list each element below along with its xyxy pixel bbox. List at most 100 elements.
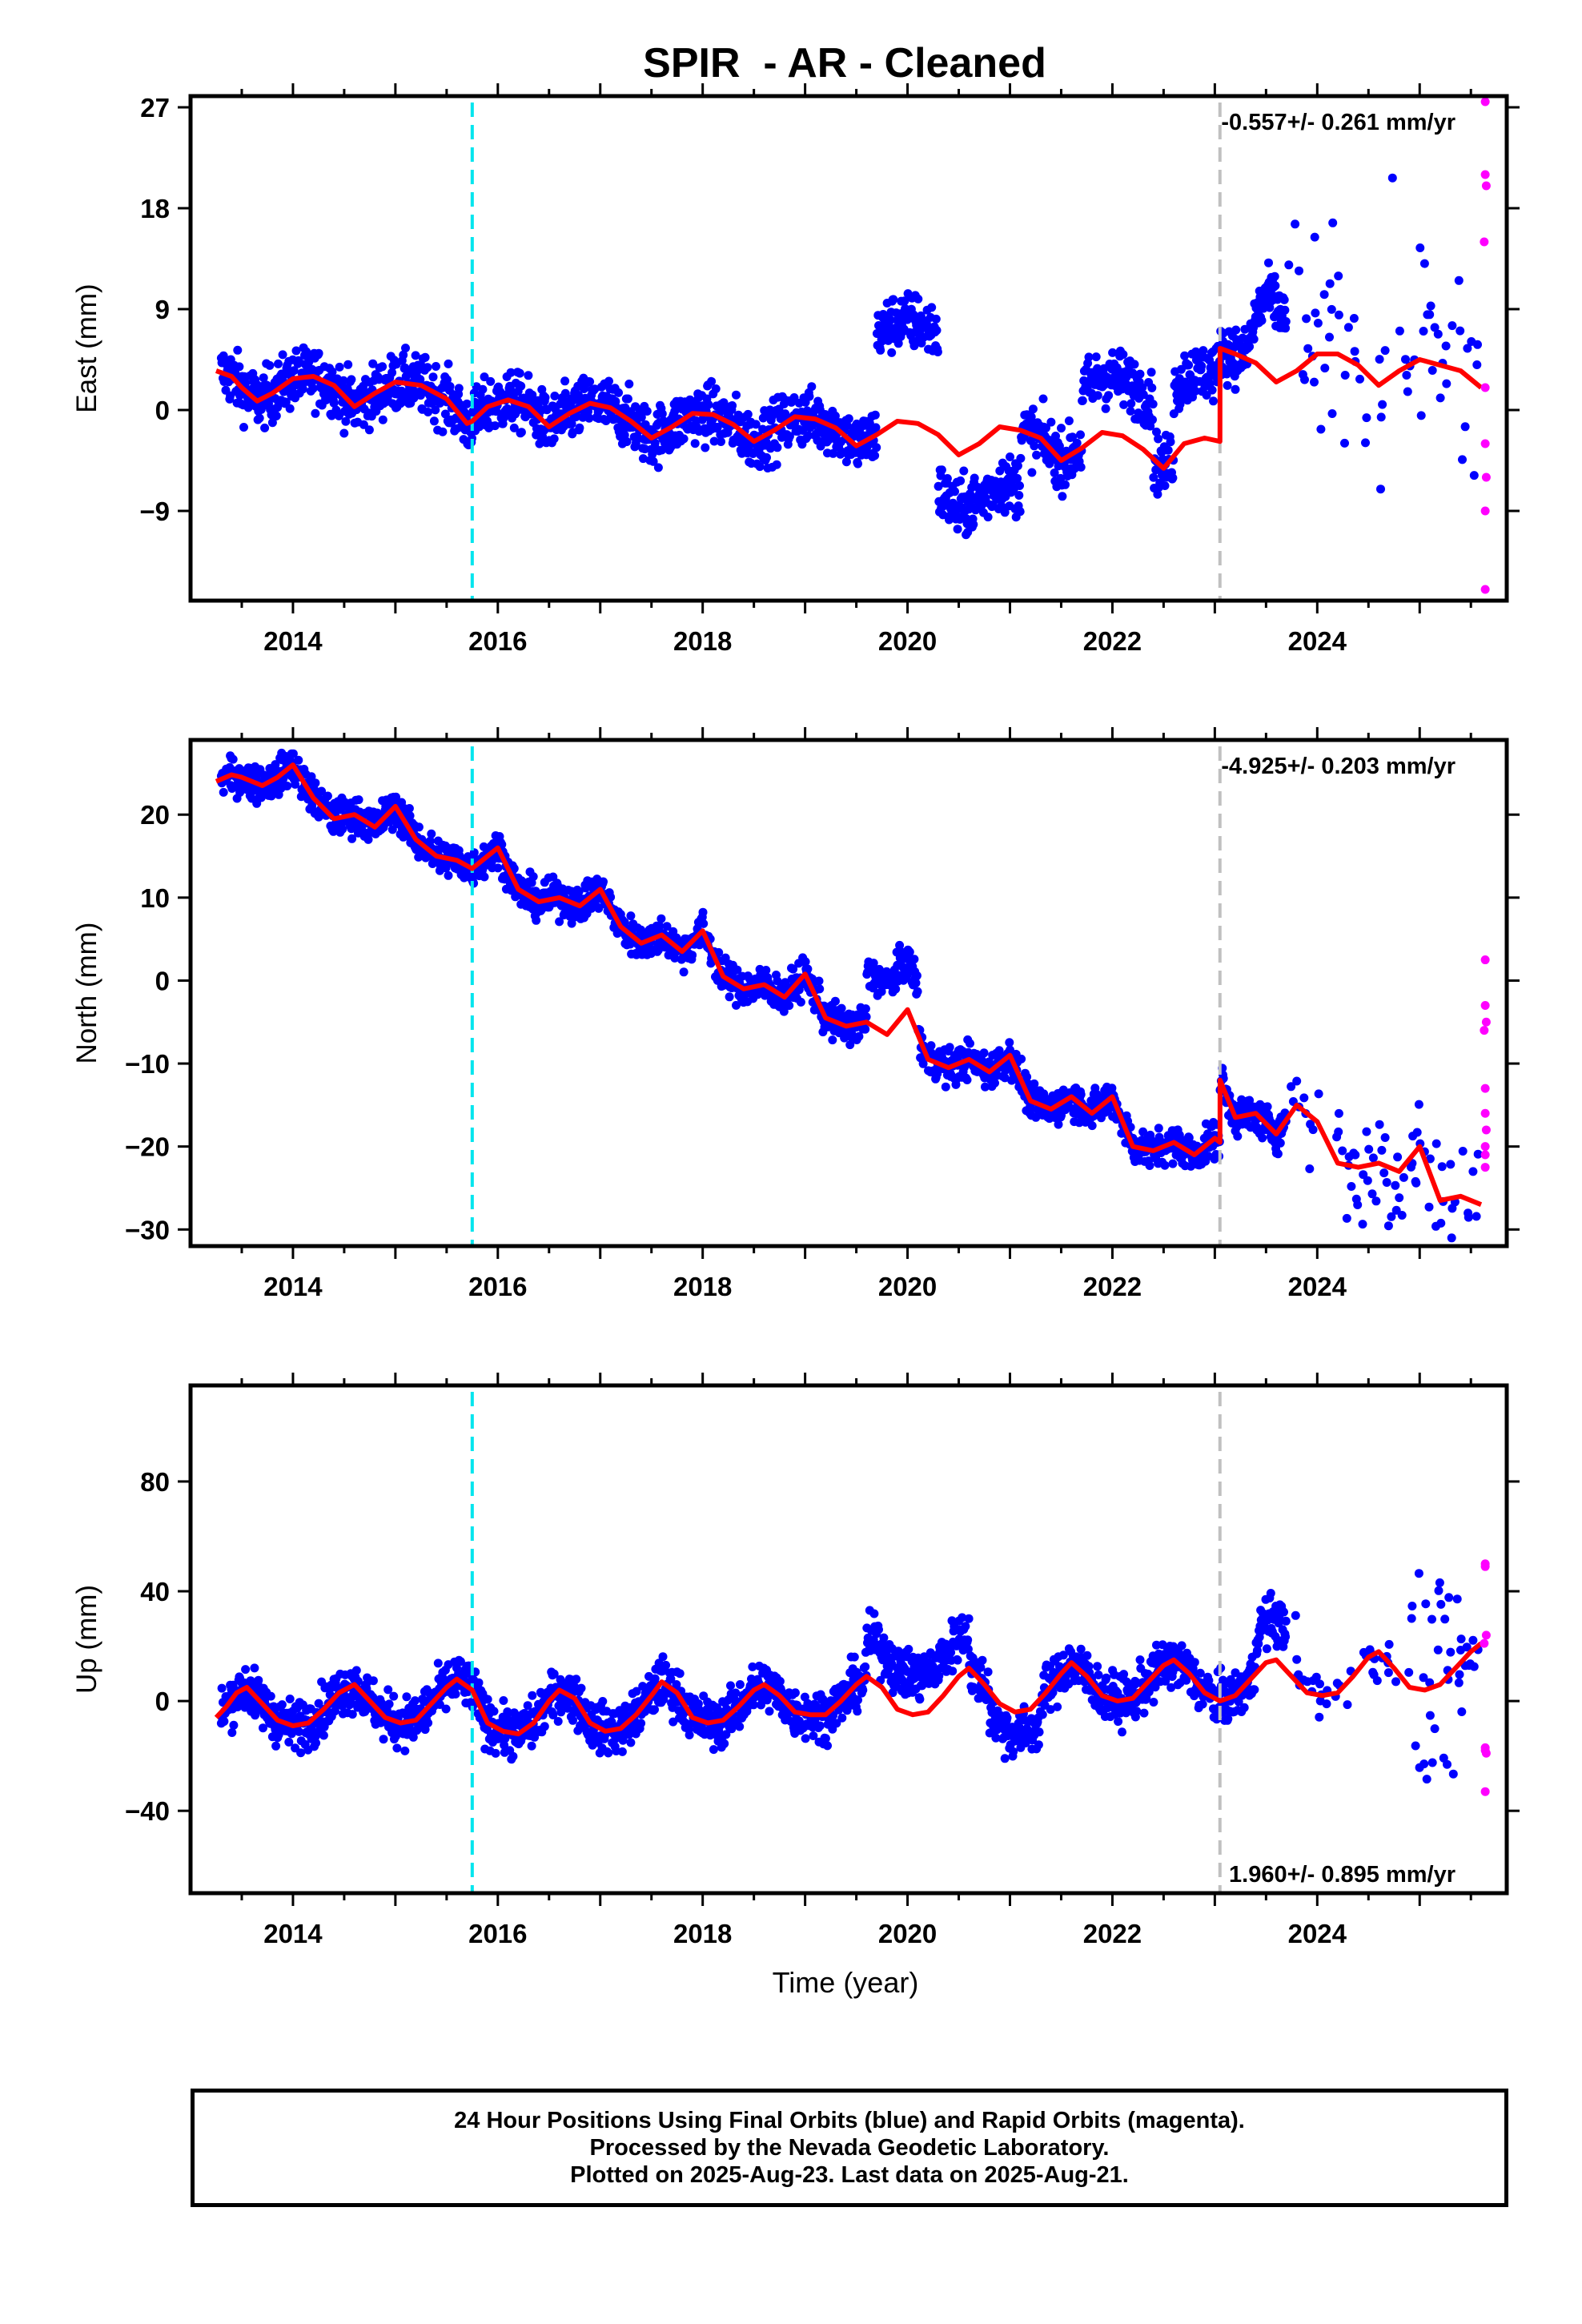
final-orbit-point: [540, 1722, 549, 1731]
final-orbit-point: [1057, 424, 1066, 433]
final-orbit-point: [970, 473, 979, 483]
rapid-orbit-point: [1480, 1142, 1490, 1152]
final-orbit-point: [1364, 1144, 1374, 1154]
final-orbit-point: [1154, 1124, 1163, 1133]
final-orbit-point: [441, 1704, 451, 1714]
final-orbit-point: [499, 1696, 508, 1705]
final-orbit-point: [335, 362, 344, 372]
final-orbit-point: [1355, 374, 1364, 384]
final-orbit-point: [1342, 1213, 1351, 1223]
final-orbit-point: [483, 1695, 492, 1704]
final-orbit-point: [885, 316, 895, 325]
x-tick-label: 2022: [1083, 626, 1142, 656]
final-orbit-point: [1442, 379, 1452, 388]
final-orbit-point: [1273, 1149, 1283, 1159]
final-orbit-point: [1447, 1233, 1456, 1243]
final-orbit-point: [307, 772, 316, 782]
final-orbit-point: [656, 914, 666, 923]
final-orbit-point: [1368, 1153, 1378, 1163]
y-tick-label: 0: [155, 966, 170, 995]
final-orbit-point: [486, 376, 496, 386]
final-orbit-point: [296, 1748, 306, 1758]
final-orbit-point: [1101, 404, 1110, 413]
final-orbit-point: [1308, 1125, 1318, 1135]
final-orbit-point: [762, 452, 771, 462]
final-orbit-point: [1072, 438, 1082, 448]
rapid-orbit-point: [1481, 181, 1491, 191]
final-orbit-point: [697, 415, 707, 424]
final-orbit-point: [1209, 396, 1218, 406]
final-orbit-point: [1325, 332, 1334, 342]
final-orbit-point: [1231, 384, 1240, 394]
rapid-orbit-point: [1481, 1125, 1491, 1135]
final-orbit-point: [1358, 1220, 1367, 1229]
final-orbit-point: [1152, 427, 1161, 436]
final-orbit-point: [871, 423, 881, 432]
final-orbit-point: [785, 1001, 794, 1011]
final-orbit-point: [560, 376, 570, 386]
rate-label: -0.557+/- 0.261 mm/yr: [1221, 110, 1456, 135]
final-orbit-point: [1191, 386, 1200, 396]
final-orbit-point: [828, 1035, 837, 1045]
final-orbit-point: [837, 1003, 846, 1013]
final-orbit-point: [1343, 323, 1353, 332]
final-orbit-point: [378, 362, 387, 372]
final-orbit-point: [1320, 364, 1330, 373]
final-orbit-point: [942, 474, 952, 483]
final-orbit-point: [267, 418, 277, 428]
final-orbit-point: [255, 413, 264, 423]
final-orbit-point: [601, 416, 611, 425]
final-orbit-point: [339, 376, 348, 385]
final-orbit-point: [861, 1004, 870, 1014]
final-orbit-point: [364, 425, 374, 435]
final-orbit-point: [284, 1737, 294, 1747]
final-orbit-point: [1338, 1146, 1347, 1156]
final-orbit-point: [239, 423, 248, 432]
final-orbit-point: [405, 811, 415, 821]
final-orbit-point: [528, 1691, 537, 1700]
final-orbit-point: [893, 339, 903, 348]
final-orbit-point: [711, 384, 721, 393]
final-orbit-point: [493, 863, 503, 873]
y-tick-label: 9: [155, 295, 170, 324]
final-orbit-point: [869, 959, 878, 968]
final-orbit-point: [945, 1043, 954, 1052]
y-tick-label: 10: [140, 883, 170, 913]
final-orbit-point: [1153, 489, 1162, 499]
final-orbit-point: [966, 1039, 974, 1048]
final-orbit-point: [807, 382, 817, 392]
final-orbit-point: [1163, 445, 1173, 455]
final-orbit-point: [1363, 1176, 1372, 1185]
final-orbit-point: [435, 1700, 444, 1709]
final-orbit-point: [1056, 473, 1066, 483]
final-orbit-point: [400, 1746, 410, 1755]
final-orbit-point: [1135, 369, 1145, 379]
final-orbit-point: [1454, 275, 1464, 285]
final-orbit-point: [789, 964, 798, 974]
final-orbit-point: [1160, 481, 1170, 490]
final-orbit-point: [1197, 361, 1207, 371]
final-orbit-point: [509, 864, 519, 873]
final-orbit-point: [302, 347, 311, 356]
final-orbit-point: [433, 1659, 443, 1668]
final-orbit-point: [876, 345, 885, 355]
y-tick-label: −9: [139, 497, 170, 526]
final-orbit-point: [927, 303, 937, 312]
final-orbit-point: [1334, 271, 1343, 281]
final-orbit-point: [429, 416, 439, 426]
final-orbit-point: [451, 1689, 460, 1699]
final-orbit-point: [1456, 326, 1465, 336]
final-orbit-point: [384, 1699, 394, 1709]
final-orbit-point: [1027, 468, 1037, 477]
final-orbit-point: [1412, 1128, 1422, 1137]
final-orbit-point: [841, 457, 851, 467]
final-orbit-point: [1433, 329, 1443, 339]
final-orbit-point: [604, 376, 613, 386]
final-orbit-point: [1013, 473, 1022, 483]
final-orbit-point: [1258, 1133, 1267, 1143]
final-orbit-point: [289, 366, 299, 376]
final-orbit-point: [1327, 409, 1337, 418]
final-orbit-point: [311, 1739, 321, 1747]
final-orbit-point: [1270, 271, 1279, 281]
final-orbit-point: [1119, 400, 1129, 409]
